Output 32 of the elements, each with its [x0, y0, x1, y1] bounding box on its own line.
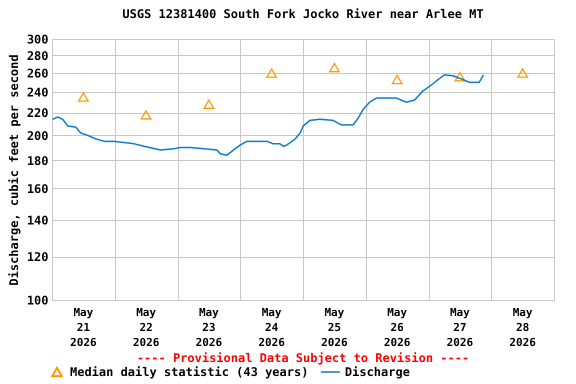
- y-tick-label: 180: [26, 154, 48, 168]
- point: [517, 68, 528, 78]
- legend-label: Discharge: [344, 365, 410, 379]
- x-tick-label: May 24 2026: [258, 306, 286, 349]
- x-tick-label: May 21 2026: [70, 306, 97, 349]
- y-axis-title: Discharge, cubic feet per second: [6, 54, 21, 286]
- y-tick-label: 220: [26, 106, 48, 120]
- point: [328, 62, 340, 72]
- point: [392, 74, 403, 84]
- text: ---- Provisional Data Subject to Revision ----: [136, 351, 470, 365]
- point: [266, 68, 278, 78]
- point: [78, 92, 89, 102]
- y-tick-label: 100: [26, 294, 48, 308]
- y-tick-label: 260: [26, 66, 48, 80]
- x-tick-label: May 22 2026: [132, 306, 160, 349]
- x-tick-label: May 27 2026: [446, 306, 474, 349]
- y-tick-label: 120: [26, 250, 48, 264]
- point: [203, 99, 214, 109]
- y-tick-label: 140: [26, 214, 48, 228]
- y-tick-label: 160: [26, 182, 48, 196]
- x-tick-label: May 28 2026: [509, 306, 536, 349]
- x-tick-label: May 25 2026: [321, 306, 348, 349]
- chart-title: USGS 12381400 South Fork Jocko River near Arlee MT: [122, 7, 484, 21]
- legend-label: Median daily statistic (43 years): [70, 365, 308, 379]
- point: [140, 110, 152, 120]
- y-tick-label: 280: [26, 48, 48, 63]
- y-tick-label: 300: [26, 32, 48, 46]
- point: [454, 72, 466, 82]
- y-tick-label: 240: [26, 86, 48, 100]
- x-tick-label: May 26 2026: [384, 306, 411, 349]
- y-tick-label: 200: [26, 128, 48, 143]
- x-tick-label: May 23 2026: [196, 306, 222, 349]
